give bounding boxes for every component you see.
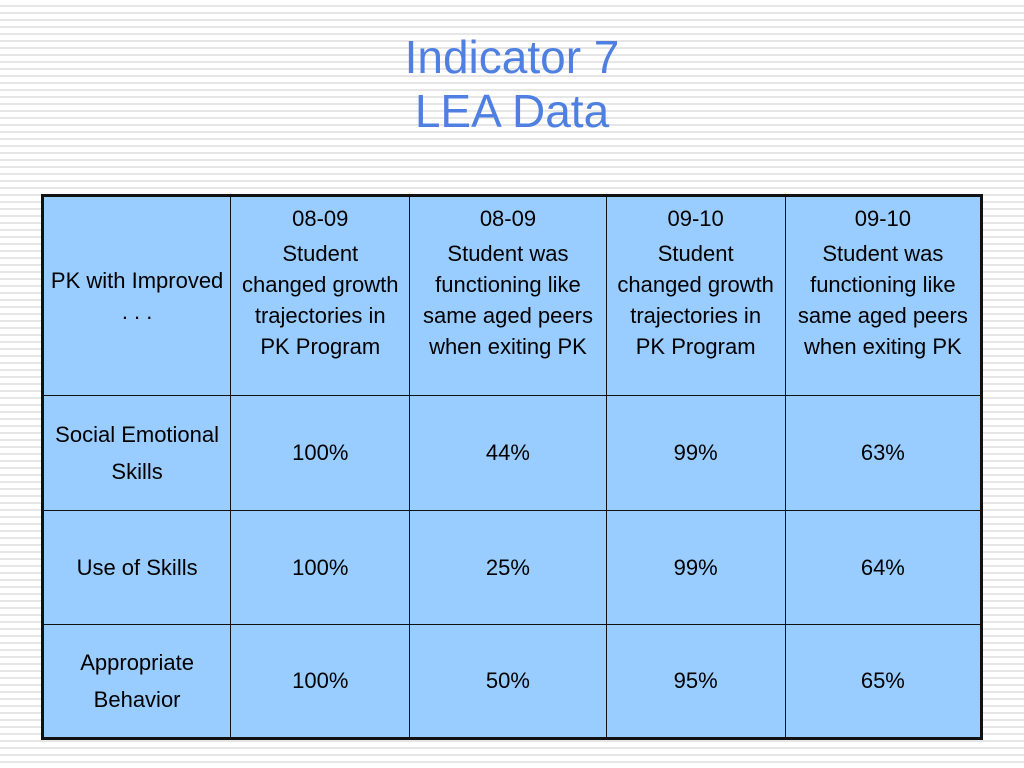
column-header-cell: 09-10 Student was functioning like same … — [784, 194, 983, 397]
column-description: Student changed growth trajectories in P… — [617, 241, 774, 359]
value-cell: 50% — [409, 623, 607, 740]
slide-title: Indicator 7 LEA Data — [0, 30, 1024, 138]
table-row-appropriate-behavior: Appropriate Behavior 100% 50% 95% 65% — [41, 623, 983, 740]
table-header-row: PK with Improved . . . 08-09 Student cha… — [41, 194, 983, 397]
value-cell: 25% — [409, 509, 607, 625]
column-description: Student changed growth trajectories in P… — [241, 241, 399, 359]
row-label-line: Appropriate — [80, 649, 194, 675]
value-cell: 100% — [230, 395, 411, 511]
value-cell: 63% — [784, 395, 983, 511]
column-year: 09-10 — [854, 206, 911, 231]
value-cell: 100% — [230, 623, 411, 740]
row-label-line: Social Emotional — [55, 421, 220, 447]
title-line-1: Indicator 7 — [404, 31, 620, 83]
table-row-use-of-skills: Use of Skills 100% 25% 99% 64% — [41, 509, 983, 625]
corner-label: PK with Improved . . . — [50, 268, 224, 325]
column-header-cell: 09-10 Student changed growth trajectorie… — [605, 194, 786, 397]
column-description: Student was functioning like same aged p… — [422, 241, 593, 359]
row-label-line: Skills — [111, 458, 163, 484]
row-label-line: Behavior — [93, 686, 181, 712]
row-label-cell: Appropriate Behavior — [41, 623, 232, 740]
value-cell: 64% — [784, 509, 983, 625]
column-year: 08-09 — [292, 206, 349, 231]
corner-header-cell: PK with Improved . . . — [41, 194, 232, 397]
value-cell: 44% — [409, 395, 607, 511]
column-description: Student was functioning like same aged p… — [797, 241, 968, 359]
row-label-cell: Use of Skills — [41, 509, 232, 625]
value-cell: 99% — [605, 395, 786, 511]
title-line-2: LEA Data — [414, 85, 610, 137]
row-label-cell: Social Emotional Skills — [41, 395, 232, 511]
table-row-social-emotional: Social Emotional Skills 100% 44% 99% 63% — [41, 395, 983, 511]
indicator-data-table: PK with Improved . . . 08-09 Student cha… — [41, 194, 983, 740]
column-header-cell: 08-09 Student was functioning like same … — [409, 194, 607, 397]
column-year: 09-10 — [667, 206, 724, 231]
value-cell: 100% — [230, 509, 411, 625]
value-cell: 65% — [784, 623, 983, 740]
value-cell: 99% — [605, 509, 786, 625]
column-header-cell: 08-09 Student changed growth trajectorie… — [230, 194, 411, 397]
column-year: 08-09 — [479, 206, 537, 231]
value-cell: 95% — [605, 623, 786, 740]
